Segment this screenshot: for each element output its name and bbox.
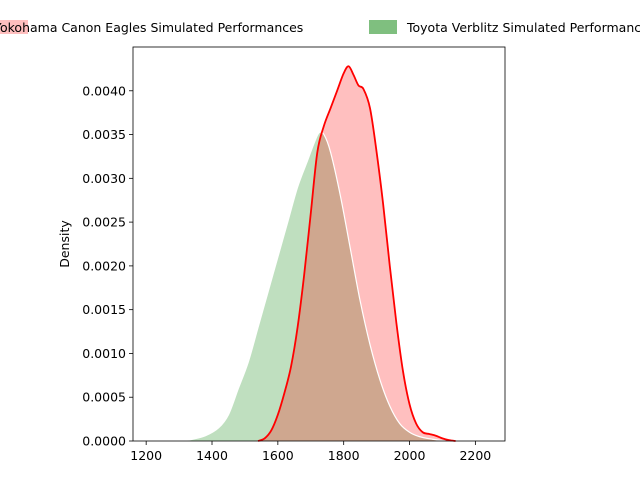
density-line-0 xyxy=(257,65,456,442)
legend-swatch-toyota xyxy=(369,20,397,34)
density-line-1 xyxy=(182,131,446,442)
legend-swatch-yokohama xyxy=(0,20,28,34)
legend-label-toyota: Toyota Verblitz Simulated Performances xyxy=(406,20,640,35)
y-axis-label: Density xyxy=(57,220,72,268)
legend: Yokohama Canon Eagles Simulated Performa… xyxy=(0,20,640,35)
legend-label-yokohama: Yokohama Canon Eagles Simulated Performa… xyxy=(0,20,303,35)
y-tick-label: 0.0015 xyxy=(82,302,126,317)
y-tick-label: 0.0030 xyxy=(82,171,126,186)
x-axis: 1200 1400 1600 1800 2000 2200 xyxy=(130,441,491,463)
density-area-0 xyxy=(258,66,456,442)
x-tick-label: 1600 xyxy=(262,448,294,463)
x-tick-label: 1400 xyxy=(196,448,228,463)
y-tick-label: 0.0025 xyxy=(82,215,126,230)
x-tick-label: 1800 xyxy=(328,448,360,463)
x-tick-label: 1200 xyxy=(130,448,162,463)
y-tick-label: 0.0035 xyxy=(82,127,126,142)
y-axis: 0.0000 0.0005 0.0010 0.0015 0.0020 0.0025 0.00… xyxy=(82,83,133,449)
y-tick-label: 0.0040 xyxy=(82,83,126,98)
y-tick-label: 0.0000 xyxy=(82,434,126,449)
axes-frame xyxy=(132,46,506,442)
y-tick-label: 0.0005 xyxy=(82,390,126,405)
x-tick-label: 2200 xyxy=(459,448,491,463)
x-tick-label: 2000 xyxy=(394,448,426,463)
y-tick-label: 0.0020 xyxy=(82,258,126,273)
series-layer xyxy=(182,65,456,442)
y-tick-label: 0.0010 xyxy=(82,346,126,361)
